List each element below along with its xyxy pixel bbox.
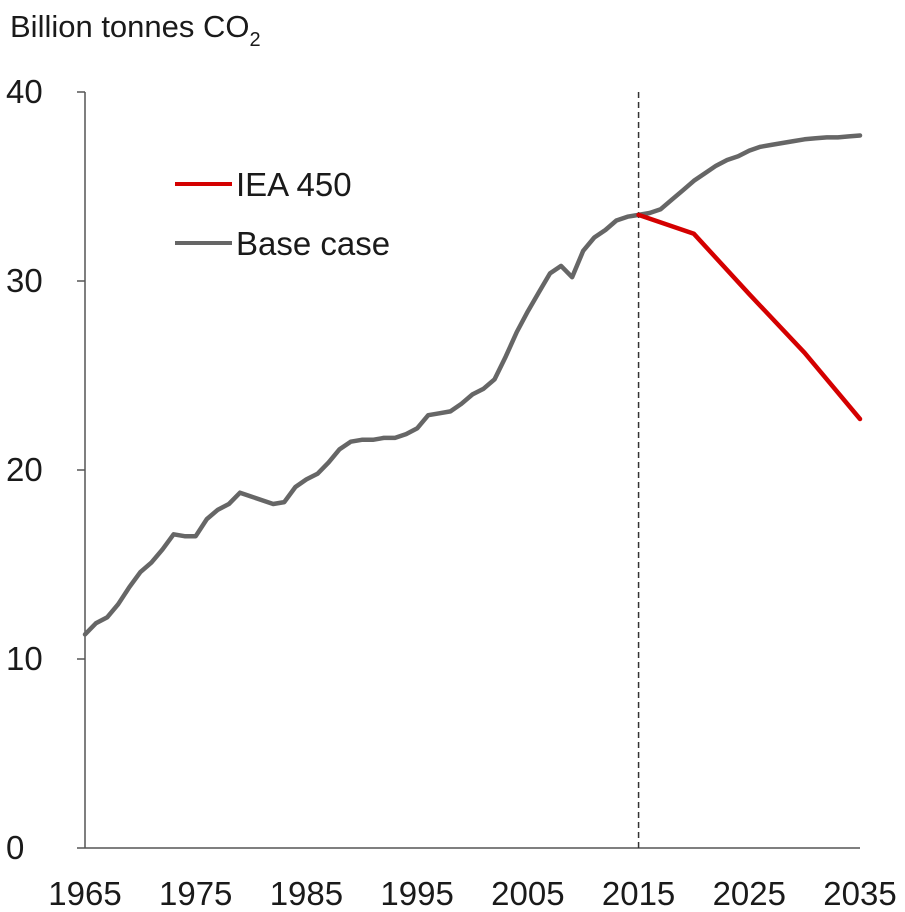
y-axis-unit-label: Billion tonnes CO2 [10,9,261,51]
tick-labels: 0 10 20 30 40 1965 1975 1985 1995 2005 2015 2025 203… [6,73,897,912]
x-tick-label: 2005 [491,875,564,912]
x-tick-label: 1965 [48,875,121,912]
y-tick-label: 10 [6,640,43,677]
y-axis-unit-text: Billion tonnes CO [10,9,250,44]
y-tick-label: 0 [6,829,24,866]
legend: IEA 450 Base case [175,166,390,262]
x-tick-label: 2015 [602,875,675,912]
x-tick-label: 1985 [270,875,343,912]
x-tick-label: 2035 [823,875,896,912]
x-tick-label: 2025 [713,875,786,912]
y-tick-label: 30 [6,262,43,299]
series-lines [82,133,863,637]
series-line-iea-450 [636,212,863,422]
y-axis-unit-subscript: 2 [250,29,261,51]
legend-label-iea-450: IEA 450 [236,166,352,203]
x-tick-label: 1975 [159,875,232,912]
axes [77,91,860,849]
x-tick-label: 1995 [380,875,453,912]
y-tick-label: 40 [6,73,43,110]
legend-label-base-case: Base case [236,225,390,262]
y-tick-label: 20 [6,451,43,488]
series-line-base-case [82,133,863,637]
